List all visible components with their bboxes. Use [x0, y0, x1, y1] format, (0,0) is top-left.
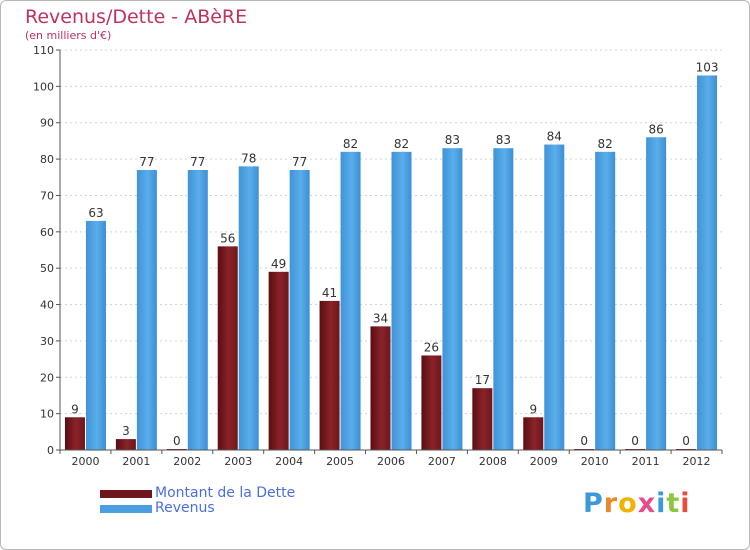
data-label-dette-2004: 49	[271, 257, 286, 271]
y-tick-label-10: 10	[40, 408, 54, 421]
data-label-dette-2010: 0	[580, 434, 588, 448]
x-tick-label-2007: 2007	[428, 455, 456, 468]
proxiti-logo: Proxiti	[583, 488, 691, 519]
y-tick-label-70: 70	[40, 189, 54, 202]
bar-revenus-2008	[493, 148, 514, 450]
y-tick-label-50: 50	[40, 262, 54, 275]
legend-swatch-dette	[100, 490, 152, 498]
chart-subtitle: (en milliers d'€)	[25, 29, 112, 42]
bar-revenus-2009	[544, 144, 565, 450]
y-tick-label-30: 30	[40, 335, 54, 348]
data-label-revenus-2011: 86	[648, 122, 663, 136]
x-tick-label-2010: 2010	[581, 455, 609, 468]
logo-letter: r	[603, 488, 619, 519]
data-label-revenus-2000: 63	[88, 206, 103, 220]
x-tick-label-2003: 2003	[224, 455, 252, 468]
data-label-revenus-2007: 83	[445, 133, 460, 147]
logo-letter: P	[583, 488, 604, 519]
y-tick-label-80: 80	[40, 153, 54, 166]
data-label-dette-2003: 56	[220, 231, 235, 245]
x-tick-label-2009: 2009	[530, 455, 558, 468]
bar-revenus-2010	[595, 151, 616, 450]
y-tick-label-20: 20	[40, 371, 54, 384]
logo-letter: x	[637, 488, 657, 519]
x-tick-label-2005: 2005	[326, 455, 354, 468]
data-label-dette-2006: 34	[373, 311, 388, 325]
bar-dette-2009	[523, 417, 544, 450]
data-label-dette-2007: 26	[424, 340, 439, 354]
plot-area	[60, 50, 722, 450]
logo-letter: i	[680, 488, 691, 519]
bar-revenus-2011	[646, 137, 667, 451]
y-tick-label-110: 110	[33, 44, 54, 57]
data-label-dette-2005: 41	[322, 286, 337, 300]
x-tick-label-2001: 2001	[122, 455, 150, 468]
data-label-revenus-2002: 77	[190, 155, 205, 169]
data-label-dette-2000: 9	[71, 402, 79, 416]
logo-letter: i	[656, 488, 667, 519]
y-tick-label-100: 100	[33, 80, 54, 93]
bars-layer	[64, 75, 718, 451]
y-tick-label-90: 90	[40, 117, 54, 130]
data-label-revenus-2006: 82	[394, 137, 409, 151]
data-label-revenus-2003: 78	[241, 151, 256, 165]
data-label-dette-2012: 0	[682, 434, 690, 448]
bar-dette-2008	[472, 388, 493, 450]
legend-label-revenus: Revenus	[155, 500, 215, 516]
data-label-dette-2002: 0	[173, 434, 181, 448]
data-label-dette-2001: 3	[122, 424, 130, 438]
bar-dette-2000	[64, 417, 85, 450]
legend-swatch-revenus	[100, 505, 152, 513]
data-label-dette-2011: 0	[631, 434, 639, 448]
bar-revenus-2006	[391, 151, 412, 450]
logo-letter: t	[666, 488, 681, 519]
bar-dette-2005	[319, 300, 340, 450]
chart-title: Revenus/Dette - ABèRE	[25, 6, 248, 28]
data-label-dette-2009: 9	[529, 402, 537, 416]
y-tick-label-0: 0	[47, 444, 54, 457]
bar-revenus-2005	[340, 151, 361, 450]
bar-dette-2007	[421, 355, 442, 450]
legend-label-dette: Montant de la Dette	[155, 485, 296, 501]
bar-revenus-2003	[238, 166, 259, 450]
labels-layer: 9 63 3 77 0 77 56 78 49 77 41 82 34 82 26 83 17 83 9 84 0 82 0…	[71, 60, 718, 448]
data-label-revenus-2009: 84	[547, 130, 562, 144]
x-tick-label-2002: 2002	[173, 455, 201, 468]
data-label-revenus-2001: 77	[139, 155, 154, 169]
bar-dette-2006	[370, 326, 391, 450]
bar-dette-2001	[115, 439, 136, 450]
bar-revenus-2004	[289, 170, 310, 450]
bar-revenus-2002	[187, 170, 208, 450]
data-label-revenus-2010: 82	[598, 137, 613, 151]
data-label-revenus-2008: 83	[496, 133, 511, 147]
grid-layer	[60, 49, 722, 451]
y-tick-label-60: 60	[40, 226, 54, 239]
y-tick-label-40: 40	[40, 299, 54, 312]
bar-revenus-2007	[442, 148, 463, 450]
x-tick-label-2000: 2000	[71, 455, 99, 468]
x-tick-label-2011: 2011	[632, 455, 660, 468]
x-tick-label-2008: 2008	[479, 455, 507, 468]
logo-letter: o	[618, 488, 638, 519]
data-label-revenus-2004: 77	[292, 155, 307, 169]
data-label-dette-2008: 17	[475, 373, 490, 387]
data-label-revenus-2005: 82	[343, 137, 358, 151]
x-tick-label-2012: 2012	[683, 455, 711, 468]
bar-dette-2003	[217, 246, 238, 450]
bar-revenus-2012	[697, 75, 718, 451]
data-label-revenus-2012: 103	[696, 60, 719, 74]
bar-dette-2004	[268, 271, 289, 450]
x-tick-label-2004: 2004	[275, 455, 303, 468]
x-tick-label-2006: 2006	[377, 455, 405, 468]
bar-revenus-2000	[85, 220, 106, 450]
bar-revenus-2001	[136, 170, 157, 450]
